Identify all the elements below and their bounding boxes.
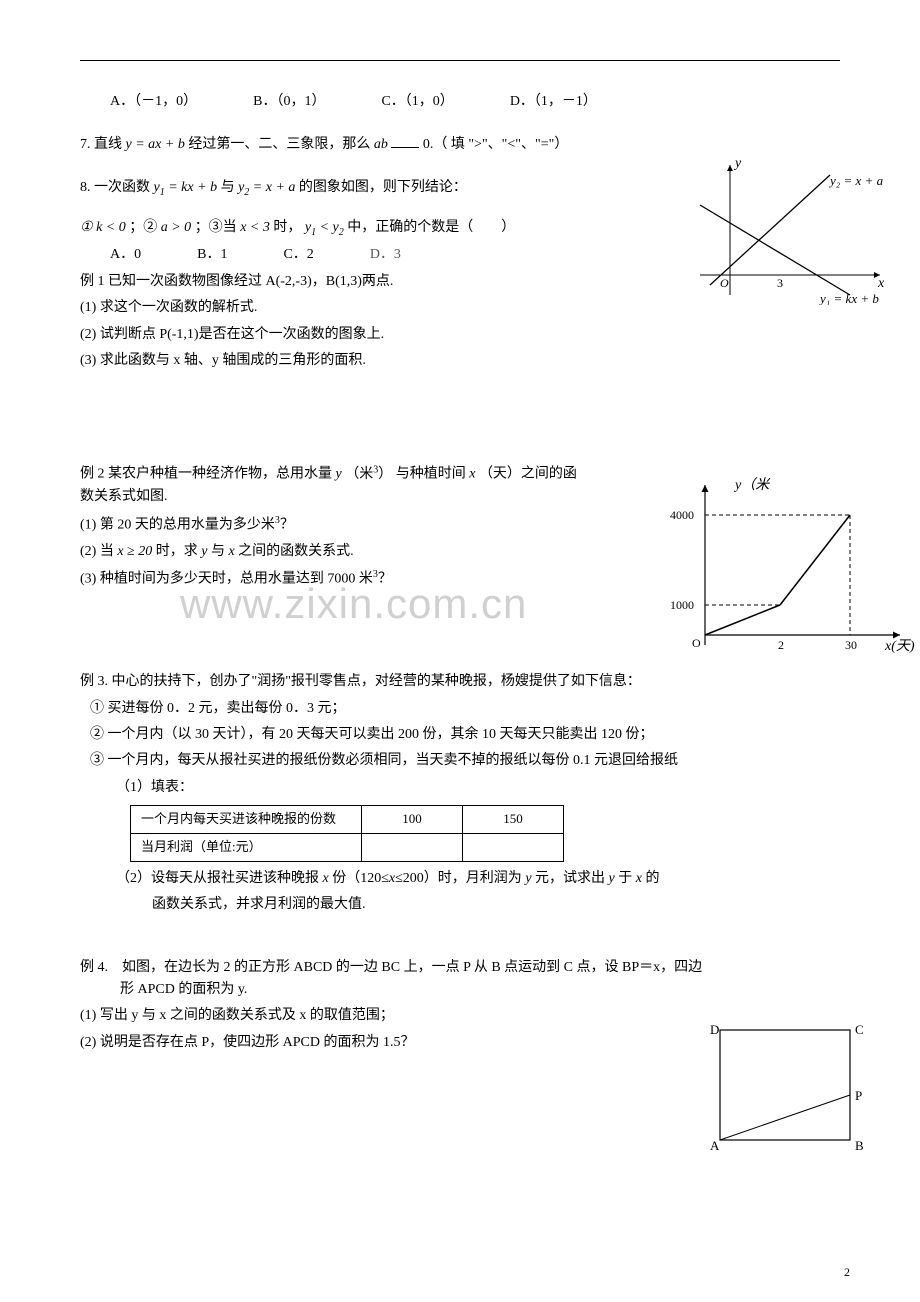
option-a: A．（－1，0） [110, 91, 197, 113]
ex2-p2: (2) 当 x ≥ 20 时，求 y 与 x 之间的函数关系式. [80, 541, 840, 563]
lbl-P: P [855, 1088, 862, 1103]
lbl-C: C [855, 1022, 864, 1037]
ex3-table: 一个月内每天买进该种晚报的份数 100 150 当月利润（单位:元） [130, 805, 564, 862]
option-b: B．（0，1） [253, 91, 325, 113]
t-r2c1: 当月利润（单位:元） [131, 834, 362, 862]
ex3-p2b: 函数关系式，并求月利润的最大值. [152, 894, 840, 916]
q8-stem: 8. 一次函数 y1 = kx + b 与 y2 = x + a 的图象如图，则… [80, 177, 840, 201]
ex2-O: O [692, 636, 701, 650]
ex4-title: 例 4. 如图，在边长为 2 的正方形 ABCD 的一边 BC 上，一点 P 从… [80, 957, 840, 1002]
q7-mid: 经过第一、二、三象限，那么 ab [188, 137, 391, 152]
t-r2c2 [362, 834, 463, 862]
ex1-p2: (2) 试判断点 P(-1,1)是否在这个一次函数的图象上. [80, 324, 840, 346]
q8-opt-d: D．3 [370, 244, 401, 266]
ex2-mid: 与种植时间 [396, 467, 470, 482]
q7-blank [391, 133, 419, 148]
q8-opt-b: B．1 [197, 244, 227, 266]
q8-c3: ；③当 x < 3 时， [195, 220, 302, 235]
ex2-xl: x(天) [884, 639, 915, 654]
ex3-l1: ① 买进每份 0．2 元，卖出每份 0．3 元； [90, 698, 840, 720]
ex2-x: x [469, 467, 475, 482]
page-number: 2 [844, 1263, 850, 1282]
ex2-unity: （米3） [345, 467, 392, 482]
ex2-title: 例 2 某农户种植一种经济作物，总用水量 y （米3） 与种植时间 x （天）之… [80, 462, 840, 508]
ex1-p3: (3) 求此函数与 x 轴、y 轴围成的三角形的面积. [80, 350, 840, 372]
q8-options: A．0 B．1 C．2 D．3 [110, 244, 840, 266]
ex2-xt1: 2 [778, 638, 784, 652]
q8-opt-a: A．0 [110, 244, 141, 266]
ex3-p2: （2）设每天从报社买进该种晚报 x 份（120≤x≤200）时，月利润为 y 元… [116, 868, 840, 890]
q8-c1: ① k < 0 [80, 220, 126, 235]
ex4-p2: (2) 说明是否存在点 P，使四边形 APCD 的面积为 1.5？ [80, 1032, 840, 1054]
t-r1c1: 一个月内每天买进该种晚报的份数 [131, 806, 362, 834]
lbl-B: B [855, 1138, 864, 1153]
option-c: C．（1，0） [381, 91, 453, 113]
ex4-p1: (1) 写出 y 与 x 之间的函数关系式及 x 的取值范围； [80, 1005, 840, 1027]
page: A．（－1，0） B．（0，1） C．（1，0） D．（1，－1） 7. 直线 … [0, 0, 920, 1302]
ex2-p1: (1) 第 20 天的总用水量为多少米3？ [80, 513, 840, 537]
label-y: y [733, 156, 742, 171]
t-r2c3 [463, 834, 564, 862]
q6-options: A．（－1，0） B．（0，1） C．（1，0） D．（1，－1） [110, 91, 840, 113]
q8-mid: 与 [221, 180, 239, 195]
q7-prefix: 7. 直线 [80, 137, 126, 152]
q7-formula: y = ax + b [126, 137, 185, 152]
ex3-l2: ② 一个月内（以 30 天计），有 20 天每天可以卖出 200 份，其余 10… [90, 724, 840, 746]
ex2-y: y [336, 467, 342, 482]
label-x: x [877, 276, 885, 291]
q8-f2: y2 = x + a [238, 180, 295, 195]
lbl-A: A [710, 1138, 720, 1153]
ex3-p1l: （1）填表： [116, 777, 840, 799]
t-r1c3: 150 [463, 806, 564, 834]
ex1-p1: (1) 求这个一次函数的解析式. [80, 297, 840, 319]
q8-prefix: 8. 一次函数 [80, 180, 154, 195]
q8-f1: y1 = kx + b [154, 180, 218, 195]
q8-suffix: 的图象如图，则下列结论： [299, 180, 467, 195]
ex2-p3: (3) 种植时间为多少天时，总用水量达到 7000 米3？ [80, 567, 840, 591]
top-rule [80, 60, 840, 61]
q8-c4: y1 < y2 [305, 220, 344, 235]
ex1-title: 例 1 已知一次函数物图像经过 A(-2,-3)，B(1,3)两点. [80, 271, 840, 293]
t-r1c2: 100 [362, 806, 463, 834]
option-d: D．（1，－1） [510, 91, 597, 113]
q8-conds: ① k < 0 ；② a > 0 ；③当 x < 3 时， y1 < y2 中，… [80, 217, 840, 241]
ex3-title: 例 3. 中心的扶持下，创办了"润扬"报刊零售点，对经营的某种晚报，杨嫂提供了如… [80, 671, 840, 693]
ex2-xt2: 30 [845, 638, 857, 652]
ex3-l3: ③ 一个月内，每天从报社买进的报纸份数必须相同，当天卖不掉的报纸以每份 0.1 … [90, 750, 840, 772]
q8-c2: ；② a > 0 [129, 220, 191, 235]
q8-c5: 中，正确的个数是（ ） [347, 220, 515, 235]
q8-opt-c: C．2 [283, 244, 313, 266]
ex2-prefix: 例 2 某农户种植一种经济作物，总用水量 [80, 467, 336, 482]
ex2-yt1: 1000 [670, 598, 694, 612]
q7: 7. 直线 y = ax + b 经过第一、二、三象限，那么 ab 0.（ 填 … [80, 133, 840, 156]
q7-suffix: 0.（ 填 ">"、"<"、"="） [423, 137, 568, 152]
